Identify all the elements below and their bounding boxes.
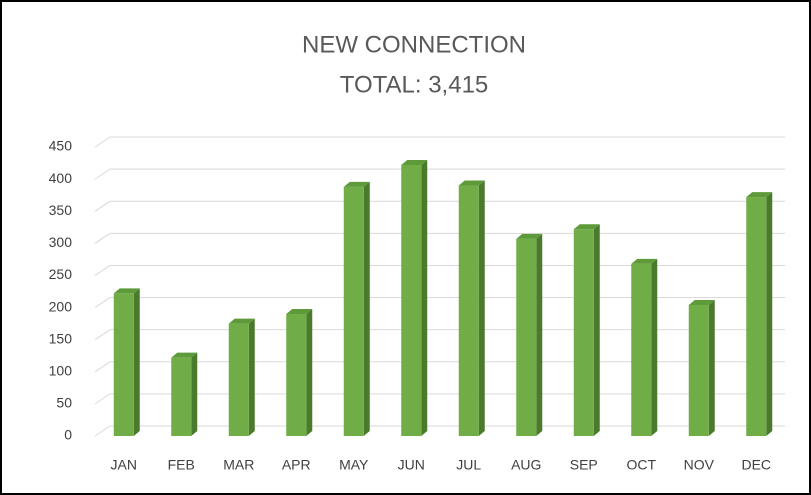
bar [113,293,134,436]
bar-side [478,180,485,436]
bar [631,263,652,436]
bar-top [631,258,658,264]
bar-side [593,224,600,436]
bar-side [306,308,313,436]
x-tick-label: SEP [570,457,598,473]
y-tick-label: 300 [49,234,73,250]
y-tick-label: 400 [49,170,73,186]
x-tick-label: JAN [111,457,137,473]
grid-line-depth [94,136,111,148]
grid-line-depth [94,265,111,276]
bar [401,164,422,436]
x-tick-label: JUL [456,457,481,473]
grid-line-depth [94,232,111,244]
bar-side [766,192,773,436]
bar-side [708,299,715,436]
grid-line-depth [94,168,111,180]
x-tick-label: MAY [339,457,369,473]
x-tick-label: MAR [223,457,254,473]
x-tick-label: OCT [626,457,656,473]
grid-line-depth [94,200,111,212]
bar [746,197,767,436]
bar-top [746,192,773,198]
y-tick-label: 100 [49,362,73,378]
y-tick-label: 450 [49,138,73,154]
y-tick-label: 50 [56,395,72,411]
bar [343,186,364,436]
bar-side [191,352,198,436]
y-tick-label: 0 [64,427,72,443]
bar-top [171,352,198,358]
bar [516,238,537,436]
x-tick-label: DEC [741,457,771,473]
grid-line-depth [94,297,111,308]
bar-top [401,159,428,165]
y-tick-label: 250 [49,266,73,282]
grid-line-depth [94,361,111,373]
grid-line-depth [94,425,111,437]
x-tick-label: JUN [398,457,425,473]
bar [688,304,709,436]
x-tick-label: APR [282,457,311,473]
bar [228,323,249,436]
x-tick-label: FEB [168,457,195,473]
bar-top [113,288,140,294]
bar-top [286,308,313,314]
chart-subtitle: TOTAL: 3,415 [340,71,489,98]
bar-side [133,288,140,436]
bar-top [343,181,370,187]
bar [286,313,307,436]
bar-side [651,258,658,436]
bar [573,229,594,436]
bar-top [688,299,715,305]
x-tick-label: NOV [684,457,715,473]
bar-top [573,224,600,230]
bar-side [421,159,428,436]
y-tick-label: 150 [49,330,73,346]
bar-top [458,180,485,186]
bar-side [363,181,370,436]
bar-side [248,318,255,436]
grid-line-depth [94,329,111,341]
y-tick-label: 200 [49,298,73,314]
x-tick-label: AUG [511,457,541,473]
grid-line-depth [94,393,111,405]
y-tick-label: 350 [49,202,73,218]
bar [458,185,479,436]
bar [171,357,192,436]
chart-title: NEW CONNECTION [302,31,526,58]
bar-side [536,233,543,436]
bar-top [228,318,255,324]
bar-top [516,233,543,239]
